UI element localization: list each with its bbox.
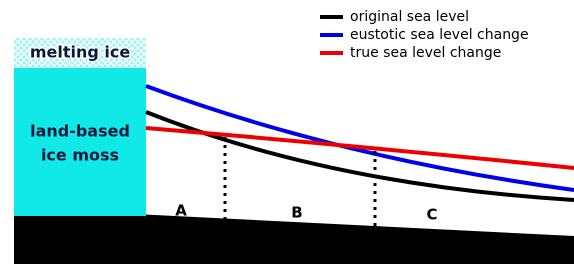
- true-sea-level: [146, 128, 574, 168]
- original-sea-level: [146, 112, 574, 200]
- page: melting ice land-based ice moss A B C or…: [0, 0, 574, 264]
- zone-label: A: [175, 202, 187, 220]
- ice-label: ice moss: [41, 146, 119, 165]
- melting-ice-label: melting ice: [30, 43, 131, 62]
- legend: original sea level eustotic sea level cha…: [320, 9, 529, 61]
- diagram: melting ice land-based ice moss A B C or…: [0, 0, 574, 264]
- legend-label: eustotic sea level change: [350, 27, 529, 43]
- legend-label: true sea level change: [350, 45, 501, 61]
- legend-label: original sea level: [350, 9, 469, 25]
- zone-label: B: [291, 204, 302, 222]
- zone-label: C: [426, 206, 437, 224]
- ice-label: land-based: [30, 122, 130, 141]
